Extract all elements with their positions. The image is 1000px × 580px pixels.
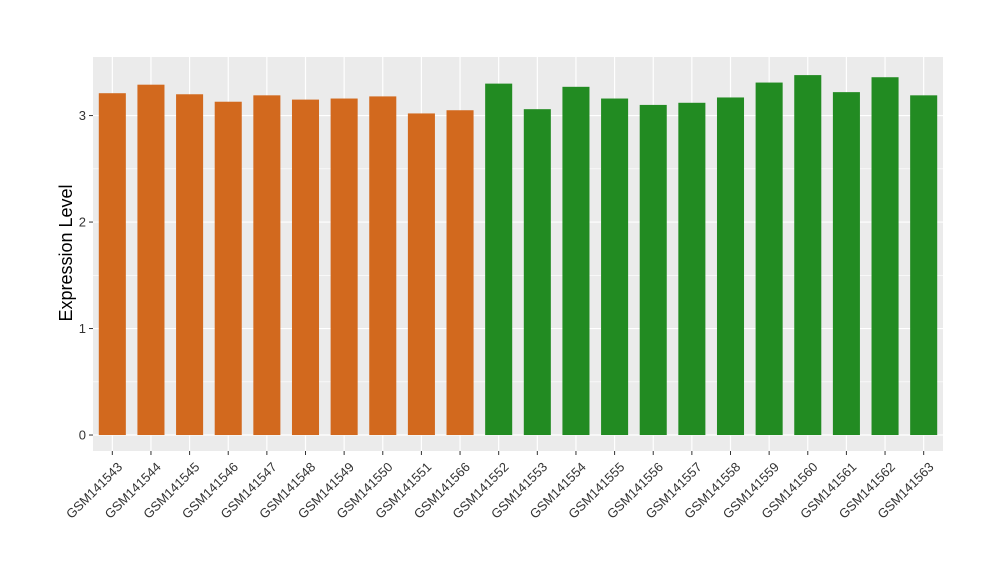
bar-GSM141557 — [678, 102, 706, 436]
bar-GSM141553 — [523, 109, 551, 436]
bar-GSM141558 — [716, 97, 745, 436]
bar-GSM141555 — [601, 98, 629, 436]
bar-GSM141548 — [291, 99, 320, 436]
bar-GSM141560 — [794, 75, 822, 436]
bar-GSM141550 — [369, 96, 397, 436]
bars — [98, 75, 938, 436]
y-axis-title: Expression Level — [56, 184, 76, 321]
bar-GSM141551 — [407, 113, 435, 436]
bar-GSM141547 — [253, 95, 281, 436]
bar-GSM141556 — [639, 104, 667, 436]
bar-GSM141544 — [137, 84, 165, 436]
bar-GSM141543 — [98, 93, 126, 436]
y-axis: 0 1 2 3 — [79, 108, 93, 443]
bar-GSM141552 — [485, 83, 513, 436]
y-tick-label: 3 — [79, 108, 86, 123]
y-tick-label: 2 — [79, 215, 86, 230]
x-axis: GSM141543GSM141544GSM141545GSM141546GSM1… — [63, 451, 937, 522]
bar-GSM141566 — [446, 110, 474, 436]
y-tick-label: 0 — [79, 428, 86, 443]
bar-GSM141549 — [330, 98, 358, 436]
bar-GSM141554 — [562, 86, 590, 436]
bar-GSM141559 — [755, 82, 783, 436]
bar-GSM141562 — [871, 77, 899, 436]
y-tick-label: 1 — [79, 321, 86, 336]
bar-GSM141563 — [910, 95, 938, 436]
bar-GSM141561 — [832, 92, 860, 436]
bar-GSM141546 — [214, 101, 242, 436]
bar-GSM141545 — [176, 94, 204, 436]
